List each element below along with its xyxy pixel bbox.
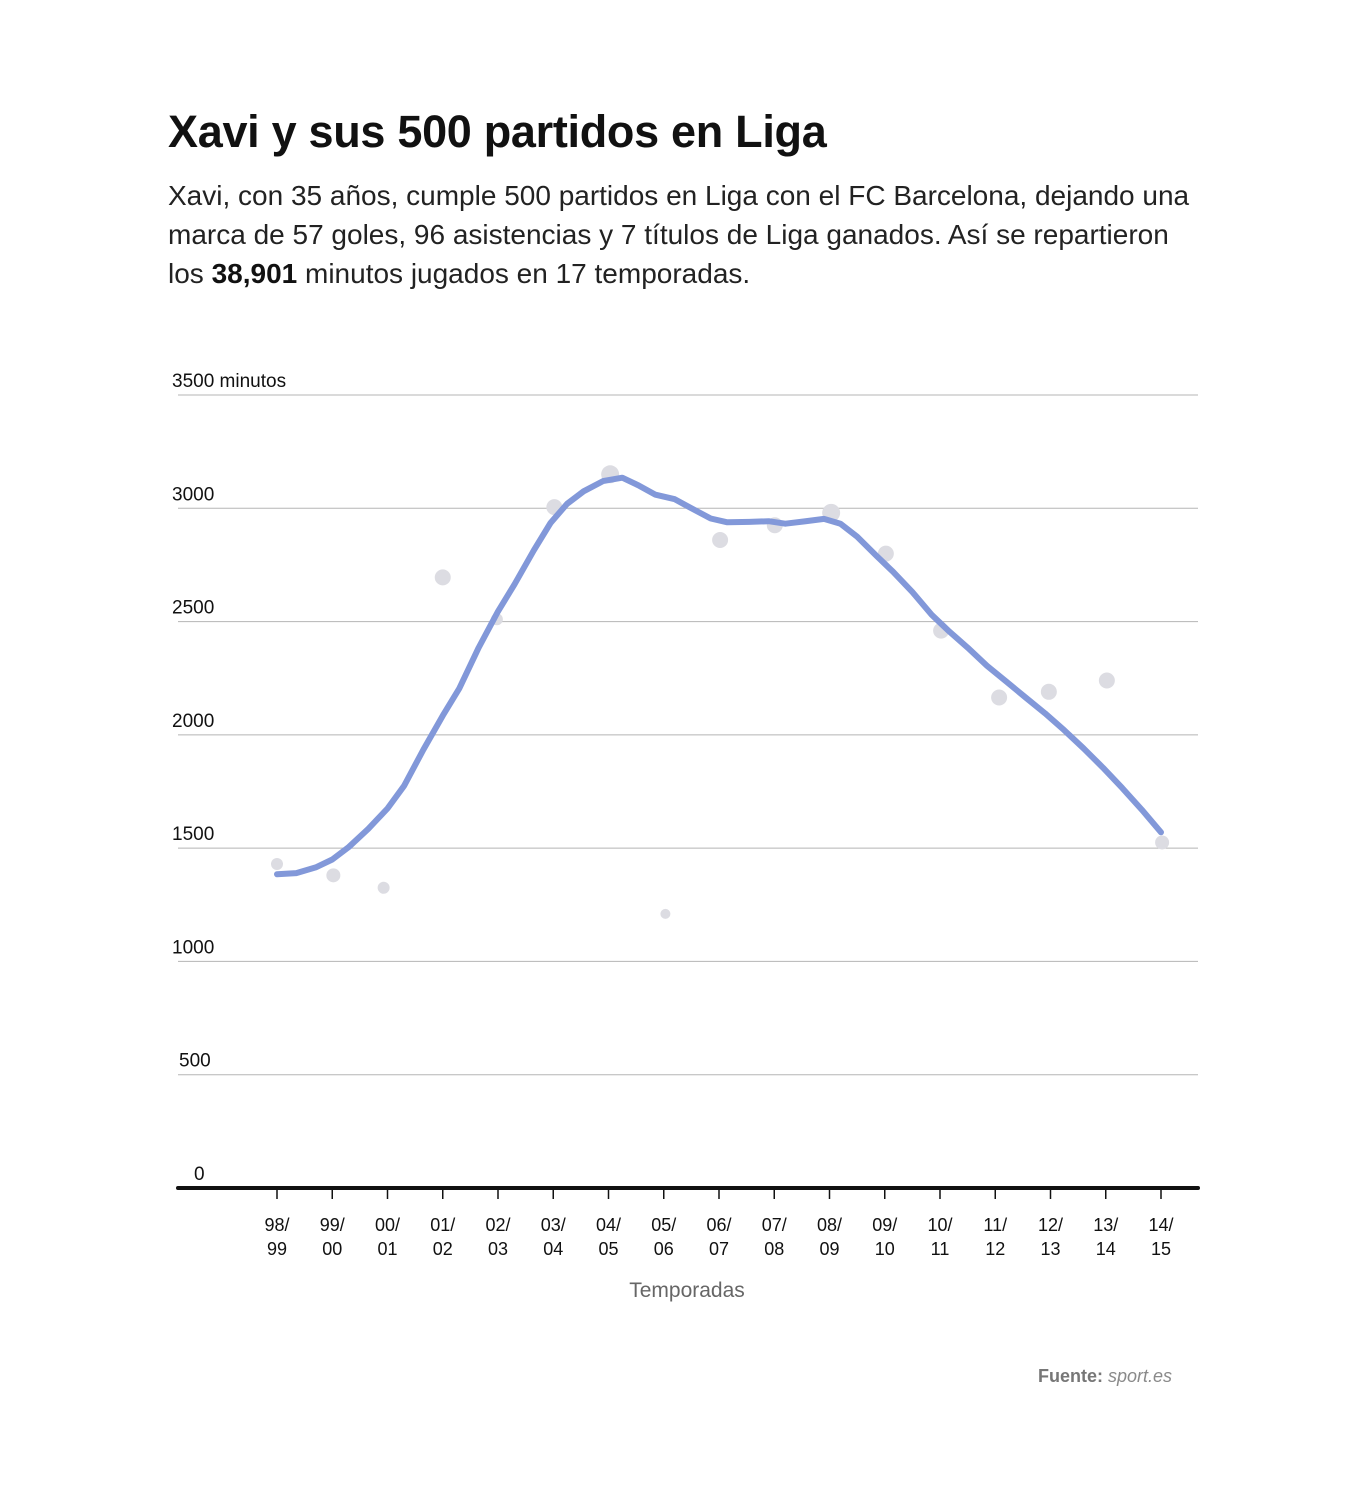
x-tick-label-top-12: 10/ — [927, 1215, 952, 1235]
x-tick-label-top-13: 11/ — [983, 1215, 1007, 1235]
x-tick-label-top-0: 98/ — [264, 1215, 289, 1235]
y-tick-label-500: 500 — [179, 1051, 211, 1072]
x-tick-label-top-1: 99/ — [320, 1215, 345, 1235]
season-point-14[interactable] — [1040, 683, 1057, 700]
x-tick-label-bottom-5: 04 — [543, 1239, 563, 1259]
x-tick-label-bottom-0: 99 — [267, 1239, 287, 1259]
x-tick-label-top-4: 02/ — [485, 1215, 510, 1235]
season-point-15[interactable] — [1098, 672, 1115, 689]
x-tick-label-bottom-4: 03 — [488, 1239, 508, 1259]
x-tick-label-bottom-3: 02 — [433, 1239, 453, 1259]
y-tick-label-3000: 3000 — [172, 484, 214, 505]
season-point-1[interactable] — [326, 868, 341, 883]
season-points — [271, 465, 1170, 919]
y-tick-label-1500: 1500 — [172, 824, 214, 845]
x-tick-label-top-8: 06/ — [706, 1215, 731, 1235]
x-tick-label-top-7: 05/ — [651, 1215, 676, 1235]
source-label: Fuente: — [1038, 1366, 1103, 1386]
season-point-7[interactable] — [660, 908, 671, 919]
x-tick-label-bottom-2: 01 — [377, 1239, 397, 1259]
x-tick-label-bottom-15: 14 — [1096, 1239, 1116, 1259]
x-tick-label-top-15: 13/ — [1093, 1215, 1118, 1235]
grid-layer — [178, 394, 1198, 1076]
season-point-16[interactable] — [1155, 835, 1170, 850]
subtitle-text-end: minutos jugados en 17 temporadas. — [297, 258, 751, 289]
season-point-0[interactable] — [271, 858, 283, 871]
trend-line-layer — [274, 474, 1164, 878]
y-tick-label-2500: 2500 — [172, 598, 214, 619]
x-tick-labels: 98/99 99/00 00/01 01/02 02/03 03/04 04/05 05/06… — [264, 1190, 1174, 1259]
x-tick-label-top-9: 07/ — [762, 1215, 787, 1235]
x-tick-label-bottom-1: 00 — [322, 1239, 342, 1259]
x-tick-label-top-3: 01/ — [430, 1215, 455, 1235]
y-tick-label-3500: 3500 minutos — [172, 371, 286, 392]
chart-subtitle: Xavi, con 35 años, cumple 500 partidos e… — [168, 176, 1208, 293]
season-point-2[interactable] — [377, 881, 390, 894]
x-tick-label-bottom-7: 06 — [654, 1239, 674, 1259]
source-link[interactable]: sport.es — [1108, 1366, 1173, 1386]
season-point-8[interactable] — [712, 532, 729, 549]
season-point-3[interactable] — [434, 569, 451, 586]
x-tick-label-top-11: 09/ — [872, 1215, 897, 1235]
source-credit: Fuente: sport.es — [1038, 1366, 1172, 1387]
x-tick-label-bottom-13: 12 — [985, 1239, 1005, 1259]
x-tick-label-bottom-11: 10 — [875, 1239, 895, 1259]
y-tick-label-1000: 1000 — [172, 937, 214, 958]
x-tick-label-bottom-9: 08 — [764, 1239, 784, 1259]
chart-title: Xavi y sus 500 partidos en Liga — [168, 106, 827, 157]
x-tick-label-top-6: 04/ — [596, 1215, 621, 1235]
y-tick-label-0: 0 — [194, 1164, 205, 1185]
season-point-13[interactable] — [991, 689, 1008, 706]
x-tick-label-top-16: 14/ — [1148, 1215, 1173, 1235]
x-tick-label-top-5: 03/ — [541, 1215, 566, 1235]
trend-line — [274, 474, 1164, 878]
subtitle-text-start: Xavi, con 35 años, cumple 500 partidos e… — [168, 180, 1190, 289]
x-tick-label-bottom-8: 07 — [709, 1239, 729, 1259]
x-tick-label-bottom-6: 05 — [598, 1239, 618, 1259]
x-tick-label-bottom-14: 13 — [1040, 1239, 1060, 1259]
x-tick-label-top-10: 08/ — [817, 1215, 842, 1235]
subtitle-total-minutes: 38,901 — [211, 258, 298, 289]
x-axis-title: Temporadas — [629, 1279, 745, 1302]
x-tick-label-top-2: 00/ — [375, 1215, 400, 1235]
y-tick-label-2000: 2000 — [172, 711, 214, 732]
x-tick-label-bottom-12: 11 — [931, 1239, 950, 1259]
y-tick-labels: 3500 minutos 3000 2500 2000 1500 1000 500 0 — [172, 371, 286, 1185]
x-tick-label-bottom-10: 09 — [819, 1239, 839, 1259]
x-tick-label-top-14: 12/ — [1038, 1215, 1063, 1235]
x-tick-label-bottom-16: 15 — [1151, 1239, 1171, 1259]
